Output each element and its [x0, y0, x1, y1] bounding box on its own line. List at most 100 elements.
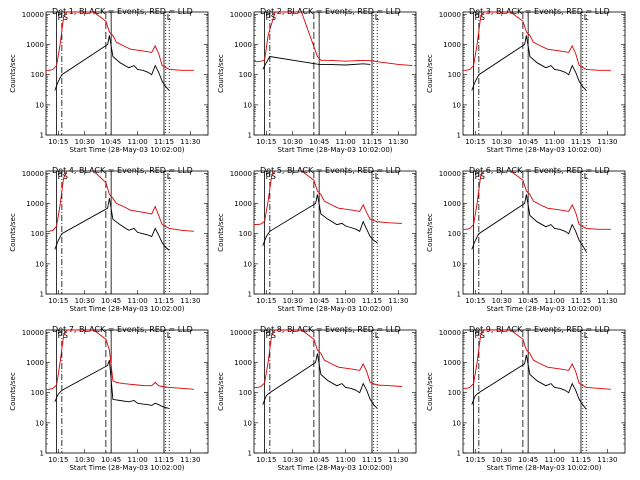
y-axis-label: Counts/sec [9, 213, 17, 252]
x-tick-label: 10:30 [492, 456, 512, 464]
x-tick-label: 11:15 [362, 138, 382, 146]
marker-label: P [475, 172, 480, 181]
y-tick-label: 1000 [234, 200, 252, 208]
series-lld-line [463, 12, 611, 71]
panel-det-2: Det 2, BLACK = Events, RED = LLD 1 10 100 10… [217, 7, 417, 154]
y-tick-label: 10 [452, 101, 461, 109]
x-tick-label: 10:45 [518, 138, 538, 146]
x-tick-label: 10:30 [75, 456, 95, 464]
panel-title: Det 9, BLACK = Events, RED = LLD [469, 325, 610, 334]
marker-label: S [480, 331, 485, 340]
y-tick-label: 100 [31, 230, 44, 238]
x-tick-label: 10:45 [101, 297, 121, 305]
x-tick-label: 10:15 [256, 297, 276, 305]
x-tick-label: 10:15 [465, 138, 485, 146]
marker-label: S [480, 13, 485, 22]
panel-title: Det 1, BLACK = Events, RED = LLD [52, 7, 193, 16]
marker-label: L [375, 13, 380, 22]
panel-title: Det 8, BLACK = Events, RED = LLD [260, 325, 401, 334]
y-axis-label: Counts/sec [9, 372, 17, 411]
x-axis-label: Start Time (28-May-03 10:02:00) [69, 464, 184, 472]
y-tick-label: 10 [243, 419, 252, 427]
y-tick-label: 100 [239, 389, 252, 397]
panel-det-4: Det 4, BLACK = Events, RED = LLD 1 10 100 10… [9, 166, 209, 313]
y-tick-label: 10000 [22, 329, 44, 337]
x-tick-label: 10:15 [48, 297, 68, 305]
y-tick-label: 1000 [234, 41, 252, 49]
y-tick-label: 100 [239, 230, 252, 238]
marker-label: P [266, 13, 271, 22]
panel-title: Det 6, BLACK = Events, RED = LLD [469, 166, 610, 175]
marker-label: P [266, 172, 271, 181]
panel-det-3: Det 3, BLACK = Events, RED = LLD 1 10 100 10… [426, 7, 626, 154]
plot-frame [253, 11, 417, 136]
x-tick-label: 10:15 [465, 297, 485, 305]
x-tick-label: 10:30 [75, 297, 95, 305]
x-axis-label: Start Time (28-May-03 10:02:00) [486, 305, 601, 313]
series-lld-line [463, 330, 611, 390]
y-tick-label: 1 [40, 450, 44, 458]
plot-frame [462, 170, 626, 295]
plot-frame [45, 11, 209, 136]
y-tick-label: 1 [40, 132, 44, 140]
y-axis-label: Counts/sec [9, 54, 17, 93]
x-axis-label: Start Time (28-May-03 10:02:00) [277, 305, 392, 313]
plot-frame [45, 329, 209, 454]
y-tick-label: 1 [457, 291, 461, 299]
y-tick-label: 1000 [26, 200, 44, 208]
x-tick-label: 10:45 [309, 297, 329, 305]
y-tick-label: 1000 [234, 359, 252, 367]
x-tick-label: 11:00 [335, 456, 355, 464]
y-tick-label: 100 [448, 389, 461, 397]
x-tick-label: 11:30 [388, 297, 408, 305]
panel-det-7: Det 7, BLACK = Events, RED = LLD 1 10 100 10… [9, 325, 209, 472]
marker-label: S [271, 172, 276, 181]
x-tick-label: 11:15 [154, 456, 174, 464]
panel-title: Det 5, BLACK = Events, RED = LLD [260, 166, 401, 175]
panel-title: Det 2, BLACK = Events, RED = LLD [260, 7, 401, 16]
y-tick-label: 10000 [439, 329, 461, 337]
series-lld-line [254, 330, 402, 388]
series-events-line [471, 194, 587, 253]
marker-label: P [475, 331, 480, 340]
x-tick-label: 11:15 [362, 456, 382, 464]
marker-label: S [63, 172, 68, 181]
x-tick-label: 10:45 [518, 297, 538, 305]
y-tick-label: 100 [448, 230, 461, 238]
series-lld-line [46, 171, 194, 232]
panel-title: Det 3, BLACK = Events, RED = LLD [469, 7, 610, 16]
y-tick-label: 10 [243, 260, 252, 268]
x-tick-label: 11:00 [127, 456, 147, 464]
series-events-line [471, 35, 587, 91]
plot-frame [462, 11, 626, 136]
y-tick-label: 1000 [443, 41, 461, 49]
panel-det-1: Det 1, BLACK = Events, RED = LLD 1 10 100 10… [9, 7, 209, 154]
y-axis-label: Counts/sec [217, 213, 225, 252]
y-tick-label: 1 [457, 132, 461, 140]
y-tick-label: 10 [452, 419, 461, 427]
x-tick-label: 11:30 [597, 456, 617, 464]
series-events-line [54, 198, 170, 251]
y-tick-label: 1 [248, 291, 252, 299]
series-lld-line [254, 171, 402, 226]
x-tick-label: 10:30 [283, 456, 303, 464]
x-tick-label: 10:15 [48, 456, 68, 464]
series-events-line [262, 56, 371, 70]
plot-frame [253, 170, 417, 295]
x-axis-label: Start Time (28-May-03 10:02:00) [69, 146, 184, 154]
marker-label: S [271, 331, 276, 340]
x-tick-label: 11:15 [571, 456, 591, 464]
x-tick-label: 10:45 [101, 456, 121, 464]
x-tick-label: 11:30 [180, 456, 200, 464]
panel-det-9: Det 9, BLACK = Events, RED = LLD 1 10 100 10… [426, 325, 626, 472]
marker-label: L [167, 13, 172, 22]
y-tick-label: 10000 [230, 170, 252, 178]
marker-label: L [375, 331, 380, 340]
series-lld-line [46, 330, 194, 390]
panel-title: Det 7, BLACK = Events, RED = LLD [52, 325, 193, 334]
x-tick-label: 11:15 [154, 138, 174, 146]
y-tick-label: 10000 [439, 11, 461, 19]
y-tick-label: 1 [457, 450, 461, 458]
y-axis-label: Counts/sec [426, 54, 434, 93]
